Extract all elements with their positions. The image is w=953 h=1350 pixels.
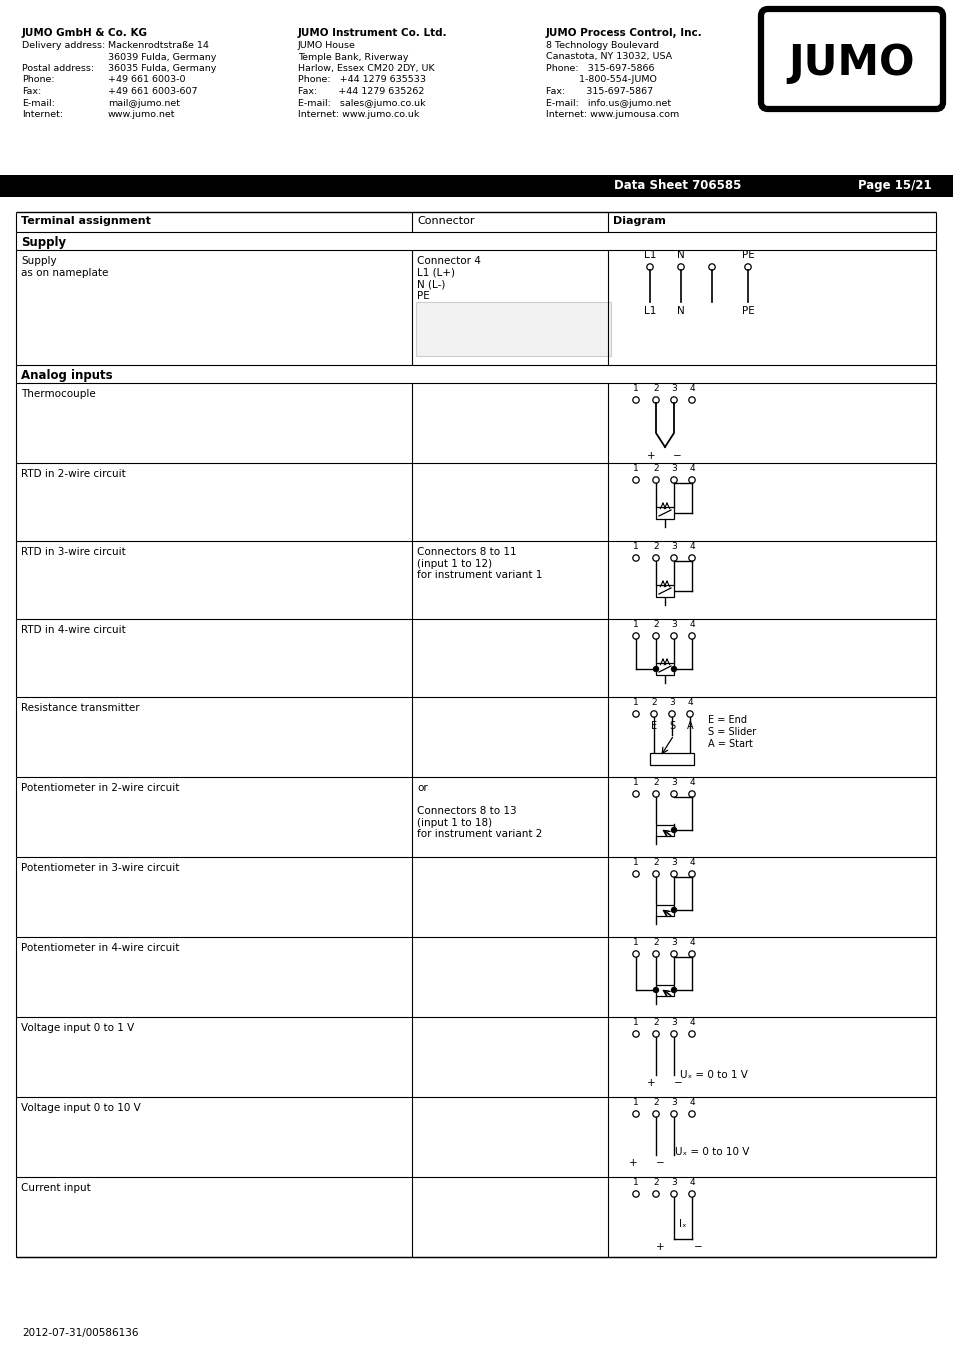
- Text: 4: 4: [688, 464, 694, 472]
- Text: Internet: www.jumo.co.uk: Internet: www.jumo.co.uk: [297, 109, 419, 119]
- Text: −: −: [673, 1079, 681, 1088]
- Text: 1: 1: [633, 938, 639, 946]
- Text: N: N: [677, 250, 684, 261]
- Text: Temple Bank, Riverway: Temple Bank, Riverway: [297, 53, 408, 62]
- Text: Connector 4
L1 (L+)
N (L-)
PE: Connector 4 L1 (L+) N (L-) PE: [416, 256, 480, 301]
- Text: RTD in 4-wire circuit: RTD in 4-wire circuit: [21, 625, 126, 634]
- Text: 1: 1: [633, 1179, 639, 1187]
- Text: 2: 2: [653, 620, 659, 629]
- Text: 3: 3: [670, 1179, 677, 1187]
- Text: L1: L1: [643, 250, 656, 261]
- Text: 8 Technology Boulevard: 8 Technology Boulevard: [545, 40, 659, 50]
- Text: L1: L1: [643, 306, 656, 316]
- Text: +: +: [655, 1242, 663, 1251]
- Text: 4: 4: [686, 698, 692, 707]
- Text: Page 15/21: Page 15/21: [858, 180, 931, 192]
- Bar: [0, 176, 953, 197]
- Text: 4: 4: [688, 778, 694, 787]
- Text: 1: 1: [633, 1018, 639, 1027]
- Circle shape: [671, 987, 676, 992]
- Circle shape: [653, 667, 658, 671]
- Text: 2: 2: [653, 859, 659, 867]
- Text: −: −: [655, 1158, 663, 1168]
- Text: Canastota, NY 13032, USA: Canastota, NY 13032, USA: [545, 53, 672, 62]
- Text: E-mail:: E-mail:: [22, 99, 55, 108]
- Text: Phone:   315-697-5866: Phone: 315-697-5866: [545, 63, 654, 73]
- Text: Potentiometer in 3-wire circuit: Potentiometer in 3-wire circuit: [21, 863, 179, 873]
- Text: Fax:       315-697-5867: Fax: 315-697-5867: [545, 86, 653, 96]
- Text: or

Connectors 8 to 13
(input 1 to 18)
for instrument variant 2: or Connectors 8 to 13 (input 1 to 18) fo…: [416, 783, 542, 840]
- Bar: [656, 904, 673, 915]
- Text: RTD in 3-wire circuit: RTD in 3-wire circuit: [21, 547, 126, 558]
- Text: Mackenrodtstraße 14: Mackenrodtstraße 14: [108, 40, 209, 50]
- Text: +: +: [628, 1158, 637, 1168]
- Text: 4: 4: [688, 1179, 694, 1187]
- Circle shape: [671, 667, 676, 671]
- Text: 3: 3: [670, 541, 677, 551]
- Text: 2: 2: [653, 938, 659, 946]
- Text: 2: 2: [653, 1098, 659, 1107]
- Text: 3: 3: [670, 859, 677, 867]
- Text: −: −: [672, 451, 680, 460]
- Text: 1: 1: [633, 778, 639, 787]
- Text: A = Start: A = Start: [707, 738, 752, 749]
- Text: Diagram: Diagram: [613, 216, 665, 225]
- Text: 3: 3: [670, 620, 677, 629]
- Text: −: −: [693, 1242, 701, 1251]
- Bar: [649, 753, 693, 765]
- Text: Fax:       +44 1279 635262: Fax: +44 1279 635262: [297, 86, 424, 96]
- Bar: [416, 302, 610, 356]
- Text: Voltage input 0 to 10 V: Voltage input 0 to 10 V: [21, 1103, 141, 1112]
- Text: Internet:: Internet:: [22, 109, 63, 119]
- Bar: [656, 585, 673, 597]
- Text: +49 661 6003-0: +49 661 6003-0: [108, 76, 185, 85]
- Text: 4: 4: [688, 859, 694, 867]
- Text: 36035 Fulda, Germany: 36035 Fulda, Germany: [108, 63, 216, 73]
- Text: Phone:: Phone:: [22, 76, 54, 85]
- Bar: [656, 984, 673, 995]
- Text: S: S: [668, 721, 675, 730]
- Text: 1: 1: [633, 1098, 639, 1107]
- Circle shape: [671, 828, 676, 833]
- Text: Current input: Current input: [21, 1183, 91, 1193]
- Text: E-mail:   info.us@jumo.net: E-mail: info.us@jumo.net: [545, 99, 670, 108]
- Bar: [656, 663, 673, 675]
- Text: Iₓ: Iₓ: [679, 1219, 686, 1228]
- Text: 4: 4: [688, 383, 694, 393]
- Text: 4: 4: [688, 541, 694, 551]
- Text: 2: 2: [653, 541, 659, 551]
- Text: 3: 3: [670, 464, 677, 472]
- Text: PE: PE: [740, 306, 754, 316]
- Text: 1: 1: [633, 383, 639, 393]
- Text: Postal address:: Postal address:: [22, 63, 94, 73]
- Text: 3: 3: [670, 1018, 677, 1027]
- Text: Uₓ = 0 to 1 V: Uₓ = 0 to 1 V: [679, 1071, 747, 1080]
- Text: 1-800-554-JUMO: 1-800-554-JUMO: [545, 76, 657, 85]
- Text: Analog inputs: Analog inputs: [21, 369, 112, 382]
- Text: Resistance transmitter: Resistance transmitter: [21, 703, 139, 713]
- Circle shape: [671, 907, 676, 913]
- Text: Potentiometer in 4-wire circuit: Potentiometer in 4-wire circuit: [21, 944, 179, 953]
- Text: 2: 2: [651, 698, 656, 707]
- Text: 4: 4: [688, 1018, 694, 1027]
- Text: +: +: [646, 451, 655, 460]
- Text: 2012-07-31/00586136: 2012-07-31/00586136: [22, 1328, 138, 1338]
- Text: Voltage input 0 to 1 V: Voltage input 0 to 1 V: [21, 1023, 134, 1033]
- Text: E-mail:   sales@jumo.co.uk: E-mail: sales@jumo.co.uk: [297, 99, 425, 108]
- Text: Harlow, Essex CM20 2DY, UK: Harlow, Essex CM20 2DY, UK: [297, 63, 435, 73]
- Text: 1: 1: [633, 464, 639, 472]
- Text: E: E: [650, 721, 657, 730]
- Text: 4: 4: [688, 938, 694, 946]
- Text: RTD in 2-wire circuit: RTD in 2-wire circuit: [21, 468, 126, 479]
- Text: 3: 3: [670, 383, 677, 393]
- Text: Supply
as on nameplate: Supply as on nameplate: [21, 256, 109, 278]
- Text: 2: 2: [653, 778, 659, 787]
- Text: 1: 1: [633, 698, 639, 707]
- Text: A: A: [686, 721, 693, 730]
- Text: 4: 4: [688, 1098, 694, 1107]
- Text: JUMO Process Control, Inc.: JUMO Process Control, Inc.: [545, 28, 702, 38]
- Text: Connector: Connector: [416, 216, 474, 225]
- Text: Uₓ = 0 to 10 V: Uₓ = 0 to 10 V: [675, 1148, 749, 1157]
- Text: 1: 1: [633, 859, 639, 867]
- Circle shape: [653, 987, 658, 992]
